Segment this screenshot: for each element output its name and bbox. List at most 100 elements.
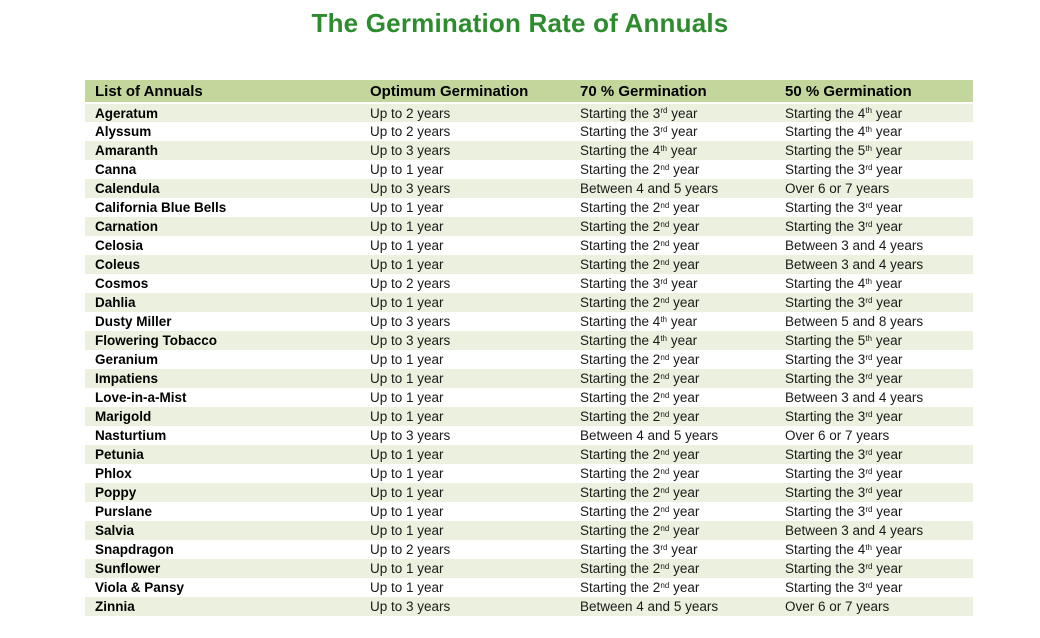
ordinal-superscript: nd	[660, 390, 670, 400]
ordinal-superscript: rd	[865, 162, 873, 172]
table-row: Canna Up to 1 year Starting the 2nd year St…	[85, 160, 973, 179]
ordinal-superscript: rd	[865, 295, 873, 305]
cell-optimum-germination: Up to 3 years	[370, 141, 580, 160]
cell-germination-50: Starting the 3rd year	[785, 160, 973, 179]
cell-optimum-germination: Up to 1 year	[370, 464, 580, 483]
table-row: Purslane Up to 1 year Starting the 2nd yea…	[85, 502, 973, 521]
ordinal-superscript: nd	[660, 219, 670, 229]
cell-germination-50: Over 6 or 7 years	[785, 426, 973, 445]
table-row: Zinnia Up to 3 years Between 4 and 5 years…	[85, 597, 973, 616]
column-header-germination-50: 50 % Germination	[785, 80, 973, 104]
table-row: Carnation Up to 1 year Starting the 2nd ye…	[85, 217, 973, 236]
table-row: Flowering Tobacco Up to 3 years Starting t…	[85, 331, 973, 350]
cell-annual-name: Zinnia	[85, 597, 370, 616]
cell-optimum-germination: Up to 1 year	[370, 160, 580, 179]
cell-annual-name: Phlox	[85, 464, 370, 483]
cell-optimum-germination: Up to 1 year	[370, 578, 580, 597]
ordinal-superscript: nd	[660, 200, 670, 210]
table-row: Petunia Up to 1 year Starting the 2nd year…	[85, 445, 973, 464]
cell-annual-name: Sunflower	[85, 559, 370, 578]
cell-germination-70: Starting the 2nd year	[580, 445, 785, 464]
cell-optimum-germination: Up to 1 year	[370, 369, 580, 388]
cell-germination-50: Over 6 or 7 years	[785, 179, 973, 198]
column-header-annual-name: List of Annuals	[85, 80, 370, 104]
ordinal-superscript: th	[865, 106, 873, 116]
ordinal-superscript: nd	[660, 238, 670, 248]
ordinal-superscript: nd	[660, 504, 670, 514]
cell-optimum-germination: Up to 3 years	[370, 312, 580, 331]
ordinal-superscript: rd	[865, 409, 873, 419]
ordinal-superscript: nd	[660, 295, 670, 305]
cell-annual-name: Celosia	[85, 236, 370, 255]
cell-annual-name: Coleus	[85, 255, 370, 274]
cell-germination-50: Starting the 5th year	[785, 141, 973, 160]
table-row: Poppy Up to 1 year Starting the 2nd year St…	[85, 483, 973, 502]
cell-germination-50: Between 3 and 4 years	[785, 255, 973, 274]
cell-optimum-germination: Up to 3 years	[370, 179, 580, 198]
ordinal-superscript: nd	[660, 561, 670, 571]
cell-germination-50: Starting the 4th year	[785, 103, 973, 122]
ordinal-superscript: rd	[865, 352, 873, 362]
cell-germination-50: Starting the 3rd year	[785, 559, 973, 578]
ordinal-superscript: th	[865, 143, 873, 153]
ordinal-superscript: rd	[660, 124, 668, 134]
table-row: Salvia Up to 1 year Starting the 2nd year B…	[85, 521, 973, 540]
ordinal-superscript: th	[865, 276, 873, 286]
cell-annual-name: Carnation	[85, 217, 370, 236]
cell-optimum-germination: Up to 1 year	[370, 350, 580, 369]
cell-germination-50: Starting the 3rd year	[785, 483, 973, 502]
column-header-germination-70: 70 % Germination	[580, 80, 785, 104]
cell-optimum-germination: Up to 1 year	[370, 388, 580, 407]
ordinal-superscript: nd	[660, 447, 670, 457]
cell-optimum-germination: Up to 2 years	[370, 122, 580, 141]
cell-germination-50: Between 3 and 4 years	[785, 521, 973, 540]
cell-annual-name: Calendula	[85, 179, 370, 198]
cell-optimum-germination: Up to 1 year	[370, 559, 580, 578]
page-title: The Germination Rate of Annuals	[311, 8, 729, 38]
ordinal-superscript: rd	[865, 580, 873, 590]
table-row: Dusty Miller Up to 3 years Starting the 4t…	[85, 312, 973, 331]
cell-germination-50: Starting the 3rd year	[785, 293, 973, 312]
cell-germination-50: Starting the 3rd year	[785, 407, 973, 426]
cell-annual-name: Purslane	[85, 502, 370, 521]
cell-germination-50: Starting the 3rd year	[785, 464, 973, 483]
cell-annual-name: Petunia	[85, 445, 370, 464]
cell-germination-70: Starting the 2nd year	[580, 198, 785, 217]
cell-optimum-germination: Up to 2 years	[370, 540, 580, 559]
cell-annual-name: Impatiens	[85, 369, 370, 388]
ordinal-superscript: th	[660, 333, 668, 343]
cell-germination-70: Starting the 2nd year	[580, 369, 785, 388]
ordinal-superscript: th	[865, 124, 873, 134]
cell-optimum-germination: Up to 1 year	[370, 483, 580, 502]
cell-optimum-germination: Up to 1 year	[370, 217, 580, 236]
cell-germination-70: Starting the 2nd year	[580, 255, 785, 274]
cell-optimum-germination: Up to 1 year	[370, 236, 580, 255]
cell-germination-50: Starting the 3rd year	[785, 445, 973, 464]
cell-germination-50: Starting the 3rd year	[785, 217, 973, 236]
ordinal-superscript: nd	[660, 523, 670, 533]
ordinal-superscript: rd	[865, 371, 873, 381]
header-row: List of Annuals Optimum Germination 70 % G…	[85, 80, 973, 104]
table-row: Marigold Up to 1 year Starting the 2nd yea…	[85, 407, 973, 426]
cell-annual-name: Flowering Tobacco	[85, 331, 370, 350]
cell-annual-name: Cosmos	[85, 274, 370, 293]
ordinal-superscript: nd	[660, 580, 670, 590]
ordinal-superscript: nd	[660, 409, 670, 419]
germination-table: List of Annuals Optimum Germination 70 % G…	[85, 80, 973, 616]
cell-germination-50: Starting the 3rd year	[785, 502, 973, 521]
cell-optimum-germination: Up to 1 year	[370, 445, 580, 464]
table-row: Sunflower Up to 1 year Starting the 2nd ye…	[85, 559, 973, 578]
cell-annual-name: Canna	[85, 160, 370, 179]
ordinal-superscript: th	[660, 143, 668, 153]
ordinal-superscript: th	[660, 314, 668, 324]
cell-germination-70: Starting the 2nd year	[580, 559, 785, 578]
ordinal-superscript: nd	[660, 352, 670, 362]
cell-annual-name: Snapdragon	[85, 540, 370, 559]
cell-optimum-germination: Up to 3 years	[370, 597, 580, 616]
cell-germination-50: Starting the 4th year	[785, 274, 973, 293]
cell-annual-name: Geranium	[85, 350, 370, 369]
table-row: Celosia Up to 1 year Starting the 2nd year…	[85, 236, 973, 255]
cell-germination-70: Starting the 3rd year	[580, 274, 785, 293]
ordinal-superscript: rd	[865, 485, 873, 495]
cell-germination-50: Starting the 4th year	[785, 122, 973, 141]
